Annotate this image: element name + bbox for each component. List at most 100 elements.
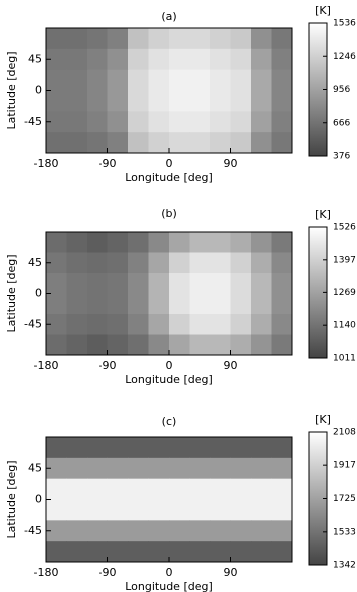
heat-cell: [66, 132, 88, 154]
heat-cell: [271, 334, 293, 356]
y-tick-label: -45: [24, 524, 42, 537]
heat-cell: [271, 111, 293, 133]
heat-cell: [251, 293, 272, 315]
heat-cell: [148, 132, 170, 154]
heat-cell: [148, 541, 170, 563]
heat-cell: [271, 520, 293, 542]
heat-cell: [87, 334, 108, 356]
heat-cell: [87, 252, 108, 274]
heat-cell: [189, 132, 211, 154]
heat-cell: [189, 520, 211, 542]
heat-cell: [210, 478, 231, 500]
colorbar-tick-label: 956: [333, 85, 350, 95]
heat-cell: [230, 541, 252, 563]
heat-cell: [148, 69, 170, 91]
colorbar-tick-label: 1246: [333, 52, 356, 62]
heat-cell: [189, 232, 211, 253]
heat-cell: [230, 293, 252, 315]
heat-cell: [271, 48, 293, 71]
colorbar-tick-label: 1011: [333, 354, 356, 364]
heat-cell: [66, 273, 88, 294]
heat-cell: [230, 437, 252, 459]
y-tick-label: 0: [35, 84, 42, 97]
colorbar-tick-label: 1397: [333, 255, 356, 265]
heat-cell: [251, 520, 272, 542]
heat-cell: [87, 273, 108, 294]
heat-cell: [271, 293, 293, 315]
heat-cell: [128, 273, 149, 294]
heat-cell: [148, 437, 170, 459]
heat-cell: [169, 457, 190, 480]
heat-cell: [251, 499, 272, 521]
colorbar-label: [K]: [315, 4, 331, 17]
heat-cell: [128, 457, 149, 480]
heat-cell: [87, 520, 108, 542]
heat-cell: [148, 273, 170, 294]
heat-cell: [148, 252, 170, 274]
heat-cell: [169, 252, 190, 274]
heat-cell: [46, 457, 67, 480]
heat-cell: [148, 499, 170, 521]
heat-cell: [107, 314, 129, 335]
heat-cell: [46, 232, 67, 253]
heat-cell: [128, 541, 149, 563]
heat-cell: [189, 90, 211, 112]
heat-cell: [87, 132, 108, 154]
heat-cell: [210, 48, 231, 71]
heat-cell: [189, 273, 211, 294]
heat-cell: [271, 541, 293, 563]
heat-cell: [46, 28, 67, 50]
heat-cell: [66, 541, 88, 563]
heat-cell: [148, 28, 170, 50]
heat-cell: [169, 232, 190, 253]
heat-cell: [189, 111, 211, 133]
x-tick-label: 0: [166, 157, 173, 170]
panel-title: (b): [161, 207, 177, 220]
heat-cell: [169, 314, 190, 335]
heat-cell: [210, 132, 231, 154]
heat-cell: [230, 499, 252, 521]
heat-cell: [251, 437, 272, 459]
heat-cell: [107, 541, 129, 563]
heat-cell: [46, 273, 67, 294]
heat-cell: [169, 273, 190, 294]
x-tick-label: 90: [224, 359, 238, 372]
heat-cell: [148, 111, 170, 133]
heat-cell: [210, 28, 231, 50]
y-tick-label: 45: [28, 52, 42, 65]
x-tick-label: 90: [224, 157, 238, 170]
heat-cell: [189, 28, 211, 50]
heat-cell: [128, 132, 149, 154]
heat-cell: [46, 252, 67, 274]
x-axis-label: Longitude [deg]: [125, 171, 213, 184]
x-tick-label: -180: [34, 157, 59, 170]
y-tick-label: 0: [35, 493, 42, 506]
colorbar-label: [K]: [315, 413, 331, 426]
heat-cell: [87, 232, 108, 253]
heat-cell: [271, 314, 293, 335]
heat-cell: [189, 293, 211, 315]
heat-cell: [230, 132, 252, 154]
heat-cell: [210, 499, 231, 521]
heat-cell: [107, 252, 129, 274]
x-axis-label: Longitude [deg]: [125, 580, 213, 592]
heat-cell: [230, 457, 252, 480]
heat-cell: [210, 232, 231, 253]
heat-cell: [169, 69, 190, 91]
x-tick-label: 0: [166, 566, 173, 579]
heat-cell: [87, 28, 108, 50]
heat-cell: [169, 90, 190, 112]
heat-cell: [189, 499, 211, 521]
heat-cell: [230, 314, 252, 335]
heat-cell: [148, 520, 170, 542]
x-tick-label: 0: [166, 359, 173, 372]
heat-cell: [46, 520, 67, 542]
heat-cell: [128, 252, 149, 274]
heat-cell: [251, 314, 272, 335]
heat-cell: [46, 69, 67, 91]
colorbar-tick-label: 2108: [333, 428, 356, 438]
heat-cell: [210, 520, 231, 542]
heat-cell: [210, 314, 231, 335]
heat-cell: [271, 69, 293, 91]
panel-title: (a): [161, 10, 176, 23]
